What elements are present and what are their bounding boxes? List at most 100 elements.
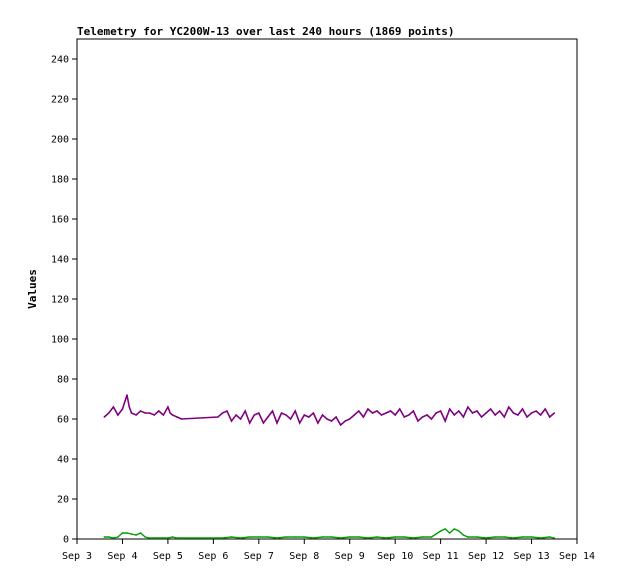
data-point [317, 422, 319, 424]
y-tick-label: 200 [51, 135, 69, 146]
data-point [439, 410, 442, 412]
data-point [526, 416, 528, 418]
data-point [258, 412, 260, 414]
data-point [230, 536, 233, 538]
data-point [221, 537, 224, 539]
data-point [467, 406, 469, 408]
x-tick-label: Sep 9 [335, 551, 365, 562]
data-point [217, 416, 219, 418]
data-point [544, 408, 546, 410]
data-point [462, 416, 465, 418]
data-point [162, 414, 165, 416]
data-point [348, 418, 351, 420]
data-point [303, 536, 306, 538]
data-point [389, 410, 392, 412]
data-point [276, 422, 278, 424]
data-point [539, 414, 542, 416]
data-point [262, 422, 265, 424]
data-point [330, 420, 333, 422]
data-point [130, 533, 133, 535]
data-point [248, 536, 251, 538]
y-tick-label: 240 [51, 55, 69, 66]
data-point [117, 536, 119, 538]
data-point [485, 412, 487, 414]
data-point [108, 412, 110, 414]
data-point [289, 418, 292, 420]
data-point [553, 537, 556, 539]
data-point [139, 532, 142, 534]
data-point [421, 416, 424, 418]
y-tick-label: 220 [51, 95, 69, 106]
series-0 [103, 394, 556, 427]
x-tick-label: Sep 4 [107, 551, 137, 562]
data-point [521, 408, 524, 410]
data-point [103, 416, 106, 418]
x-tick-label: Sep 14 [559, 551, 595, 562]
data-point [548, 416, 551, 418]
data-point [398, 408, 401, 410]
data-point [503, 536, 506, 538]
y-tick-label: 60 [57, 415, 69, 426]
data-point [169, 412, 171, 414]
data-point [530, 536, 533, 538]
data-point [476, 410, 478, 412]
data-point [148, 537, 151, 539]
data-point [494, 414, 497, 416]
data-point [276, 537, 278, 539]
data-point [117, 414, 119, 416]
data-point [121, 532, 124, 534]
data-point [412, 537, 415, 539]
data-point [267, 536, 269, 538]
data-point [453, 528, 456, 530]
x-axis: Sep 3 Sep 4 Sep 5 Sep 6 Sep 7 Sep 8 Sep 9 Sep 1… [62, 539, 595, 562]
data-point [158, 410, 160, 412]
data-point [380, 414, 383, 416]
data-point [394, 414, 397, 416]
series-layer [103, 394, 556, 539]
data-point [444, 528, 447, 530]
data-point [339, 537, 342, 539]
data-point [321, 414, 324, 416]
data-point [476, 536, 478, 538]
data-point [298, 422, 301, 424]
y-tick-label: 160 [51, 215, 69, 226]
data-point [130, 412, 133, 414]
data-point [412, 410, 415, 412]
data-point [489, 408, 492, 410]
data-point [430, 536, 433, 538]
data-point [258, 536, 260, 538]
data-point [280, 412, 283, 414]
data-point [235, 414, 237, 416]
data-point [139, 410, 142, 412]
x-tick-label: Sep 6 [198, 551, 228, 562]
data-point [539, 537, 542, 539]
data-point [426, 414, 428, 416]
data-point [271, 410, 274, 412]
data-point [458, 410, 460, 412]
data-point [171, 536, 174, 538]
data-point [494, 536, 497, 538]
data-point [485, 537, 487, 539]
data-point [335, 416, 337, 418]
x-tick-label: Sep 3 [62, 551, 92, 562]
data-point [285, 536, 287, 538]
x-tick-label: Sep 7 [244, 551, 274, 562]
data-point [126, 394, 128, 396]
data-point [294, 410, 297, 412]
y-tick-label: 120 [51, 295, 69, 306]
data-point [162, 537, 165, 539]
x-tick-label: Sep 10 [377, 551, 413, 562]
data-point [448, 408, 451, 410]
data-point [267, 416, 269, 418]
data-point [444, 420, 447, 422]
y-tick-label: 0 [63, 535, 69, 546]
data-point [330, 536, 333, 538]
data-point [376, 410, 378, 412]
series-line [103, 394, 555, 427]
data-point [176, 537, 178, 539]
data-point [244, 410, 246, 412]
data-point [148, 412, 151, 414]
data-point [448, 532, 451, 534]
data-point [285, 414, 287, 416]
